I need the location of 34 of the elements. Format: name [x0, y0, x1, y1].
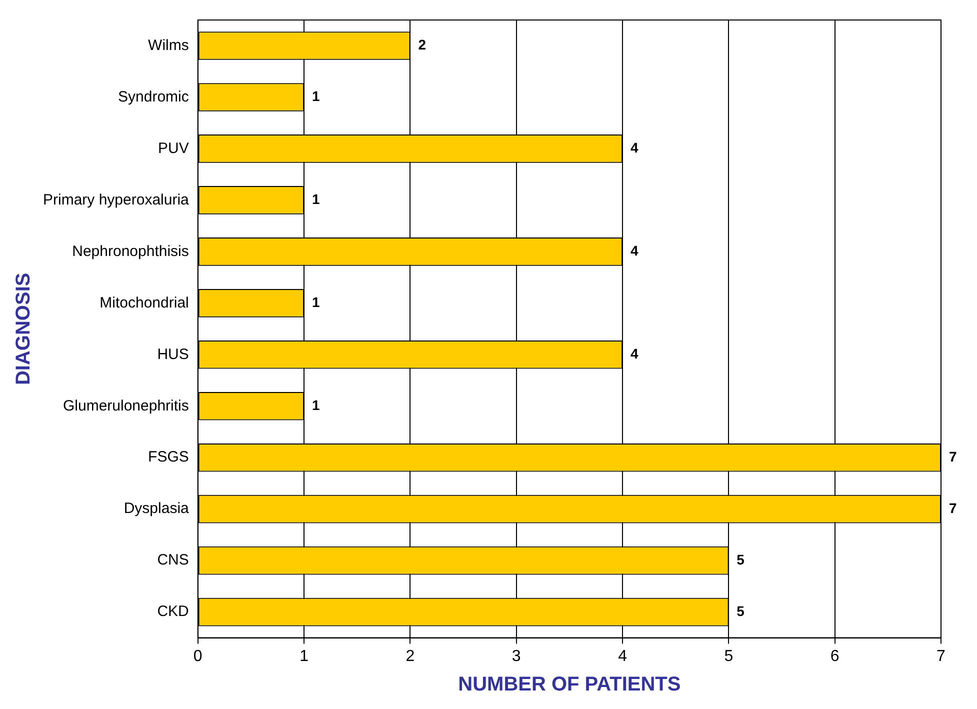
y-tick-label: FSGS [148, 448, 189, 466]
y-tick-label: Syndromic [118, 88, 190, 106]
x-axis-title: NUMBER OF PATIENTS [458, 674, 681, 696]
x-tick-label: 6 [830, 648, 840, 665]
data-label: 2 [418, 36, 426, 53]
y-tick-label: HUS [157, 346, 189, 363]
y-axis-title: DIAGNOSIS [12, 272, 35, 386]
data-label: 7 [949, 448, 957, 464]
y-tick-label: CKD [157, 603, 190, 620]
data-label: 1 [312, 294, 320, 310]
x-tick-label: 7 [936, 648, 946, 665]
data-label: 5 [736, 551, 745, 568]
data-label: 4 [630, 242, 639, 259]
data-label: 1 [312, 88, 320, 104]
x-tick-label: 0 [193, 648, 202, 665]
data-label: 7 [949, 500, 957, 516]
y-tick-label: Wilms [148, 36, 189, 54]
data-label: 1 [312, 191, 320, 208]
y-tick-label: Glumerulonephritis [62, 397, 189, 414]
data-label: 5 [736, 602, 745, 619]
data-label: 4 [630, 140, 639, 156]
data-label: 1 [312, 396, 320, 413]
data-label: 4 [630, 346, 639, 362]
x-tick-label: 2 [406, 648, 415, 665]
y-tick-label: Primary hyperoxaluria [42, 191, 190, 208]
y-tick-label: Dysplasia [124, 500, 190, 518]
x-tick-label: 1 [300, 648, 309, 665]
y-tick-label: Nephronophthisis [72, 242, 189, 260]
x-tick-label: 3 [512, 648, 521, 665]
x-tick-label: 5 [724, 648, 734, 665]
y-tick-label: PUV [158, 140, 189, 157]
y-tick-label: Mitochondrial [100, 294, 189, 312]
y-tick-label: CNS [157, 552, 189, 569]
x-tick-label: 4 [618, 648, 628, 665]
